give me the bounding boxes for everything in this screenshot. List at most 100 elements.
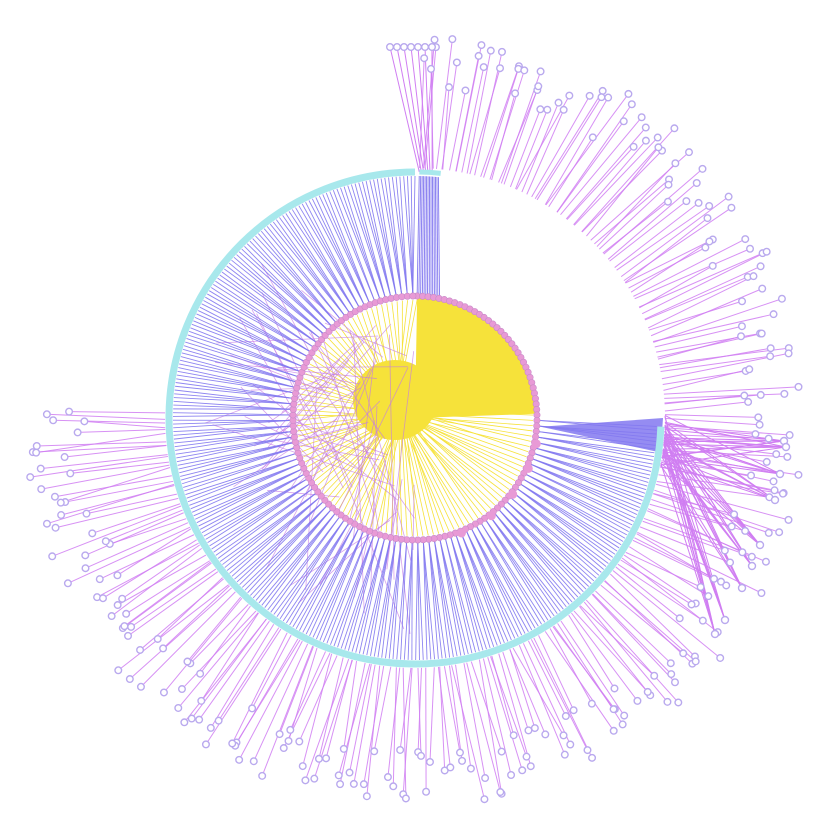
outer-node: [49, 416, 58, 425]
middle-edge: [258, 512, 336, 604]
outer-edge: [140, 591, 236, 688]
outer-node: [101, 537, 110, 546]
cross-edge: [284, 430, 386, 458]
outer-node: [481, 774, 490, 783]
middle-edge: [231, 259, 325, 335]
root-hub: [353, 360, 437, 440]
middle-edge: [207, 293, 311, 353]
outer-node: [235, 755, 244, 764]
cross-edge: [335, 367, 409, 517]
middle-edge: [326, 532, 370, 644]
middle-edge: [332, 190, 375, 301]
outer-edge: [198, 620, 270, 720]
middle-edge: [536, 442, 652, 469]
outer-edge: [435, 39, 453, 169]
middle-edge: [215, 488, 314, 556]
middle-edge: [377, 540, 397, 658]
outer-edge: [373, 666, 392, 752]
outer-node: [42, 519, 51, 528]
middle-edge: [250, 509, 332, 596]
inner-nodes: [289, 292, 541, 544]
middle-edge: [175, 436, 293, 455]
middle-edge: [351, 538, 386, 652]
outer-node: [174, 703, 183, 712]
middle-edge: [403, 176, 414, 295]
middle-edge: [183, 452, 297, 488]
outer-node: [56, 498, 65, 507]
outer-node: [486, 46, 495, 55]
outer-edge: [573, 140, 647, 226]
outer-node: [675, 614, 684, 623]
outer-edge: [387, 667, 401, 778]
outer-edge: [121, 544, 200, 600]
middle-edge: [295, 525, 355, 630]
outer-node: [51, 523, 60, 532]
outer-node: [400, 43, 409, 52]
outer-edge: [639, 526, 731, 563]
middle-edge: [233, 256, 325, 335]
middle-edge: [470, 528, 529, 632]
middle-edge: [312, 530, 365, 638]
outer-edge: [657, 335, 742, 360]
middle-edge: [344, 536, 380, 650]
middle-edge: [270, 516, 341, 613]
outer-node: [421, 43, 430, 52]
middle-edge: [510, 496, 600, 576]
middle-edge: [388, 541, 402, 659]
outer-edge: [125, 560, 211, 615]
middle-edge: [180, 447, 295, 481]
cross-edge: [384, 479, 403, 573]
middle-edge: [188, 330, 301, 372]
root-edge-sector: [415, 298, 535, 418]
outer-node: [727, 203, 736, 212]
outer-node: [422, 787, 431, 796]
middle-edge: [176, 436, 293, 463]
outer-edge: [544, 97, 609, 205]
middle-edge: [222, 492, 317, 565]
outer-node: [633, 696, 642, 705]
outer-edge: [663, 444, 726, 621]
outer-edge: [129, 587, 232, 680]
outer-node: [118, 594, 127, 603]
outer-node: [747, 561, 757, 571]
middle-edge: [428, 541, 443, 659]
outer-edge: [583, 601, 668, 703]
outer-edge: [302, 653, 333, 767]
inner-node: [523, 463, 533, 473]
outer-node: [314, 754, 323, 763]
middle-edge: [173, 425, 292, 440]
outer-edge: [36, 432, 166, 454]
middle-edge: [460, 532, 505, 644]
outer-node: [414, 43, 423, 52]
middle-edge: [533, 452, 646, 494]
outer-edge: [545, 93, 629, 206]
middle-edge: [190, 463, 300, 510]
outer-node: [696, 583, 705, 592]
outer-node: [153, 634, 162, 643]
middle-edge: [186, 458, 299, 499]
middle-edge: [187, 334, 301, 372]
middle-edge: [425, 176, 428, 295]
outer-edge: [620, 559, 692, 605]
middle-edge: [199, 473, 305, 530]
middle-edge: [207, 478, 308, 544]
outer-node: [530, 724, 539, 733]
middle-edge: [373, 540, 397, 657]
outer-node: [620, 711, 629, 720]
middle-edge: [513, 492, 609, 564]
outer-node: [769, 477, 778, 486]
middle-edge: [272, 221, 346, 317]
outer-node: [159, 644, 168, 653]
outer-edge: [518, 645, 566, 755]
middle-edge: [362, 539, 391, 655]
outer-edge: [664, 425, 790, 436]
outer-edge: [448, 665, 463, 761]
middle-edge: [381, 540, 397, 658]
outer-node: [57, 511, 66, 520]
cross-edge: [252, 384, 399, 501]
cross-edge: [256, 313, 344, 489]
middle-edge: [291, 209, 355, 311]
middle-edge: [322, 532, 370, 643]
outer-edge: [183, 618, 267, 723]
outer-edge: [200, 612, 259, 702]
